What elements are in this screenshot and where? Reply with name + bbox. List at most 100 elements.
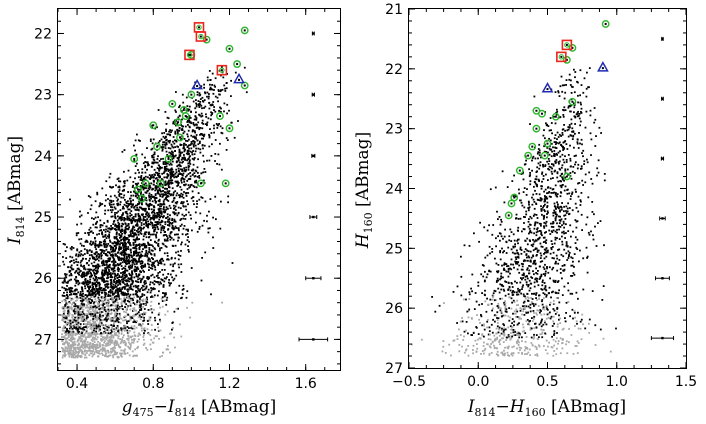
- star-point: [549, 303, 551, 306]
- green-circle-marker: [134, 185, 142, 194]
- star-point: [137, 275, 139, 278]
- faint-star-point: [162, 351, 165, 354]
- star-point: [193, 157, 196, 159]
- star-point: [157, 281, 159, 284]
- faint-star-point: [107, 298, 110, 301]
- star-point: [74, 312, 76, 315]
- star-point: [172, 171, 175, 173]
- star-point: [81, 295, 84, 297]
- star-point: [81, 259, 83, 262]
- star-point: [65, 316, 68, 319]
- star-point: [113, 309, 116, 312]
- faint-star-point: [62, 318, 65, 320]
- star-point: [134, 213, 137, 216]
- faint-star-point: [136, 320, 138, 322]
- star-point: [202, 171, 205, 174]
- green-circle-center: [182, 108, 185, 111]
- star-point: [73, 310, 76, 313]
- star-point: [133, 276, 136, 279]
- star-point: [112, 257, 115, 259]
- star-point: [197, 147, 200, 150]
- star-point: [104, 230, 107, 233]
- star-point: [118, 180, 120, 183]
- star-point: [183, 205, 185, 208]
- faint-star-point: [101, 319, 104, 322]
- star-point: [116, 239, 119, 241]
- star-point: [160, 261, 162, 263]
- star-point: [151, 223, 154, 225]
- star-point: [99, 202, 102, 205]
- star-point: [173, 142, 176, 145]
- star-point: [101, 262, 103, 264]
- star-point: [543, 225, 545, 228]
- star-point: [155, 216, 158, 219]
- star-point: [65, 281, 68, 284]
- faint-star-point: [84, 354, 87, 356]
- star-point: [158, 160, 161, 162]
- star-point: [150, 165, 153, 168]
- faint-star-point: [107, 300, 110, 303]
- star-point: [63, 295, 66, 297]
- star-point: [90, 244, 93, 246]
- star-point: [203, 168, 206, 170]
- green-circle-marker: [187, 90, 196, 99]
- green-circle-center: [144, 182, 147, 185]
- star-point: [118, 287, 121, 289]
- star-point: [70, 278, 72, 281]
- star-point: [109, 199, 111, 202]
- faint-star-point: [133, 308, 135, 311]
- star-point: [193, 172, 196, 174]
- faint-star-point: [112, 347, 114, 349]
- star-point: [134, 259, 136, 261]
- star-point: [159, 223, 162, 226]
- star-point: [137, 215, 140, 218]
- star-point: [115, 231, 118, 234]
- star-point: [103, 289, 106, 292]
- star-point: [79, 254, 82, 257]
- star-point: [166, 199, 169, 201]
- faint-star-point: [61, 356, 64, 359]
- star-point: [140, 193, 142, 195]
- star-point: [159, 166, 161, 168]
- star-point: [128, 239, 130, 241]
- star-point: [138, 257, 140, 260]
- faint-star-point: [112, 336, 115, 339]
- faint-star-point: [476, 343, 478, 345]
- star-point: [148, 208, 151, 211]
- star-point: [62, 243, 65, 245]
- faint-star-point: [112, 320, 115, 322]
- star-point: [95, 288, 98, 290]
- star-point: [93, 283, 96, 285]
- star-point: [106, 275, 109, 277]
- faint-star-point: [93, 353, 96, 355]
- star-point: [494, 257, 496, 260]
- faint-star-point: [78, 309, 80, 312]
- star-point: [121, 281, 124, 284]
- star-point: [213, 124, 215, 127]
- faint-star-point: [87, 313, 90, 316]
- star-point: [187, 203, 189, 206]
- faint-star-point: [114, 344, 116, 347]
- star-point: [143, 288, 146, 291]
- star-point: [194, 131, 196, 134]
- faint-star-point: [75, 307, 77, 309]
- star-point: [203, 219, 205, 222]
- faint-star-point: [121, 340, 124, 342]
- star-point: [170, 237, 173, 239]
- star-point: [95, 306, 98, 309]
- star-point: [106, 230, 109, 232]
- star-point: [136, 301, 138, 303]
- faint-star-point: [86, 336, 89, 338]
- star-point: [562, 141, 565, 144]
- star-point: [94, 269, 97, 272]
- star-point: [134, 239, 137, 242]
- faint-star-point: [118, 317, 121, 319]
- faint-star-point: [137, 332, 140, 335]
- star-point: [121, 288, 124, 290]
- star-point: [154, 194, 157, 196]
- star-point: [92, 277, 95, 280]
- star-point: [71, 327, 74, 330]
- star-point: [110, 186, 113, 189]
- star-point: [73, 289, 76, 292]
- faint-star-point: [108, 333, 111, 335]
